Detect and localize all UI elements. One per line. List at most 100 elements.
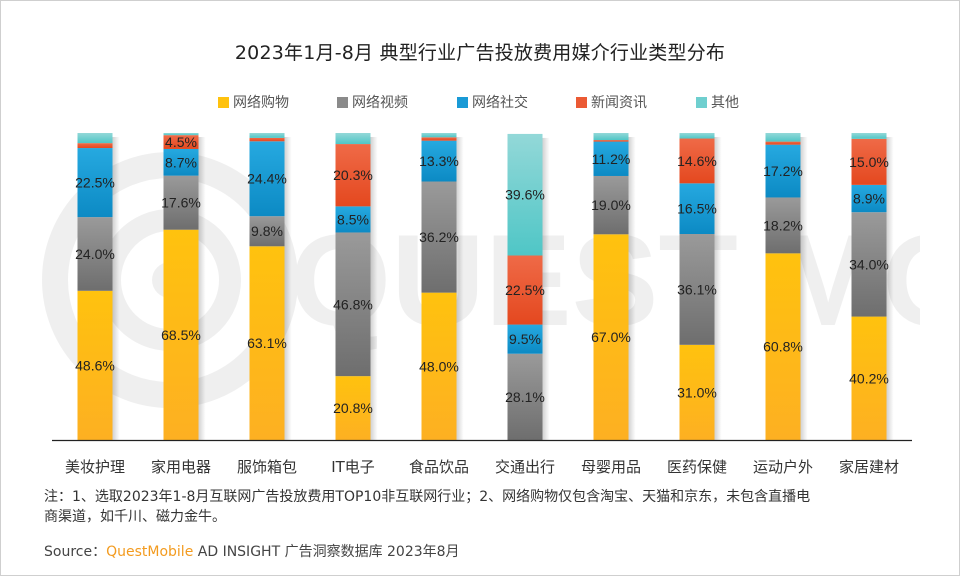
data-label: 60.8% (763, 339, 803, 355)
bar-segment (163, 148, 199, 176)
bar-segment (507, 133, 543, 256)
data-label: 19.0% (591, 197, 631, 213)
x-tick-label: 服饰箱包 (237, 458, 297, 476)
data-label: 20.3% (333, 167, 373, 183)
data-label: 8.5% (337, 211, 369, 227)
data-label: 16.5% (677, 201, 717, 217)
bar-segment (77, 290, 113, 440)
source-brand: QuestMobile (106, 544, 194, 560)
bar-segment (507, 353, 543, 440)
data-label: 34.0% (849, 256, 889, 272)
bar-segment (765, 253, 801, 440)
x-tick-label: 母婴用品 (581, 458, 641, 476)
legend-item-online-video: 网络视频 (337, 92, 408, 112)
data-label: 46.8% (333, 296, 373, 312)
bar-stack: 48.0% 36.2% 13.3% (419, 133, 464, 440)
bar-segment (421, 133, 457, 138)
bar-shadow (198, 137, 206, 440)
data-label: 40.2% (849, 370, 889, 386)
bar-stack: 68.5% 17.6% 8.7% 4.5% (161, 133, 206, 440)
x-tick-label: 家用电器 (151, 458, 211, 476)
bar-shadow (886, 137, 894, 440)
bar-stack: 67.0% 19.0% 11.2% (591, 133, 636, 440)
bar-segment (679, 183, 715, 235)
bar-shadow (714, 137, 722, 440)
legend-item-news: 新闻资讯 (576, 92, 647, 112)
data-label: 22.5% (505, 282, 545, 298)
bar-segment (163, 175, 199, 230)
bar-segment (421, 181, 457, 293)
x-tick-label: 食品饮品 (409, 458, 469, 476)
data-label: 11.2% (592, 151, 631, 167)
legend-swatch (696, 96, 707, 108)
bar-segment (593, 140, 629, 142)
bar-shadow (456, 137, 464, 440)
data-label: 36.1% (677, 281, 717, 297)
bar-segment (593, 141, 629, 176)
bar-segment (851, 184, 887, 213)
data-label: 39.6% (505, 187, 545, 203)
data-label: 22.5% (75, 175, 115, 191)
legend-label: 其他 (711, 95, 739, 111)
footnote: 注：1、选取2023年1-8月互联网广告投放费用TOP10非互联网行业；2、网络… (44, 487, 924, 527)
source-text: AD INSIGHT 广告洞察数据库 2023年8月 (193, 544, 460, 560)
bar-segment (421, 140, 457, 182)
data-label: 9.5% (509, 331, 541, 347)
bar-segment (851, 212, 887, 317)
bar-segment (249, 216, 285, 247)
bar-segment (765, 133, 801, 142)
bar-shadow (112, 137, 120, 440)
data-label: 68.5% (161, 327, 201, 343)
bar-stack: 28.1% 9.5% 22.5% 39.6% (505, 133, 550, 440)
bar-stack: 48.6% 24.0% 22.5% (75, 133, 120, 440)
data-label: 8.7% (165, 154, 197, 170)
bar-segment (679, 234, 715, 345)
data-label: 28.1% (505, 389, 545, 405)
bar-segment (249, 137, 285, 142)
bar-segment (851, 316, 887, 440)
footnote-line-2: 商渠道，如千川、磁力金牛。 (44, 509, 226, 525)
bar-segment (765, 141, 801, 145)
bar-stack: 63.1% 9.8% 24.4% (247, 133, 292, 440)
chart-legend: 网络购物 网络视频 网络社交 新闻资讯 其他 (0, 92, 960, 114)
bar-segment (163, 229, 199, 440)
bar-segment (421, 292, 457, 440)
bar-stack: 31.0% 36.1% 16.5% 14.6% (677, 133, 722, 440)
legend-item-online-shopping: 网络购物 (218, 92, 289, 112)
bar-segment (77, 143, 113, 149)
data-label: 15.0% (849, 154, 889, 170)
bar-shadow (800, 137, 808, 440)
data-label: 36.2% (419, 229, 459, 245)
legend-swatch (218, 96, 229, 108)
bar-segment (163, 135, 199, 149)
data-label: 4.5% (165, 134, 197, 150)
x-tick-label: IT电子 (331, 458, 375, 476)
x-tick-label: 运动户外 (753, 458, 813, 476)
data-label: 17.2% (763, 163, 803, 179)
x-tick-label: 家居建材 (839, 458, 899, 476)
chart-title: 2023年1月-8月 典型行业广告投放费用媒介行业类型分布 (234, 42, 726, 64)
bar-segment (679, 138, 715, 184)
legend-swatch (457, 96, 468, 108)
bar-segment (77, 217, 113, 291)
bar-segment (593, 234, 629, 440)
bar-segment (679, 133, 715, 139)
bar-segment (335, 376, 371, 440)
x-tick-label: 交通出行 (495, 458, 555, 476)
bar-segment (851, 133, 887, 139)
data-label: 24.4% (247, 171, 287, 187)
legend-swatch (337, 96, 348, 108)
data-label: 20.8% (333, 400, 373, 416)
bar-segment (421, 137, 457, 141)
legend-label: 网络社交 (472, 95, 528, 111)
bar-segment (507, 324, 543, 354)
data-label: 48.0% (419, 358, 459, 374)
bar-shadow (284, 137, 292, 440)
bar-segment (679, 344, 715, 440)
data-label: 14.6% (677, 153, 717, 169)
data-label: 31.0% (677, 384, 717, 400)
bar-segment (335, 232, 371, 377)
bar-stack: 40.2% 34.0% 8.9% 15.0% (849, 133, 894, 440)
source-label: Source： (44, 544, 107, 560)
